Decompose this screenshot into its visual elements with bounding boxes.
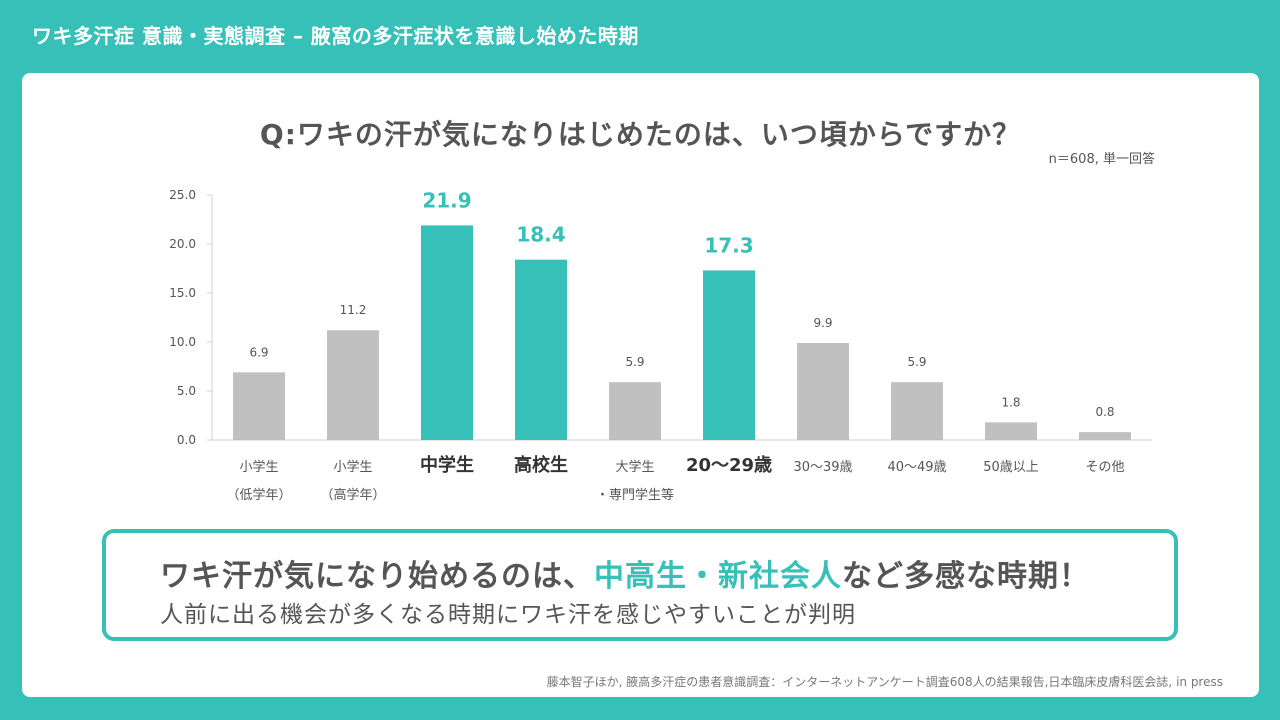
summary-subline: 人前に出る機会が多くなる時期にワキ汗を感じやすいことが判明 — [160, 602, 856, 628]
category-label: （低学年） — [226, 487, 291, 503]
summary-headline-post: など多感な時期！ — [842, 559, 1090, 594]
bar-8 — [985, 422, 1037, 440]
bar-5 — [703, 270, 755, 440]
value-label: 21.9 — [422, 188, 471, 212]
bar-4 — [609, 382, 661, 440]
value-label: 17.3 — [704, 233, 753, 257]
bar-1 — [327, 330, 379, 440]
summary-headline: ワキ汗が気になり始めるのは、中高生・新社会人など多感な時期！ — [160, 551, 1090, 595]
value-label: 11.2 — [340, 303, 367, 317]
value-label: 18.4 — [516, 223, 565, 247]
value-label: 5.9 — [907, 355, 926, 369]
category-label: 大学生 — [615, 459, 654, 475]
category-label: 小学生 — [333, 459, 372, 475]
bar-7 — [891, 382, 943, 440]
y-tick-label: 0.0 — [177, 433, 196, 447]
y-tick-label: 15.0 — [169, 286, 196, 300]
bar-9 — [1079, 432, 1131, 440]
value-label: 1.8 — [1001, 395, 1020, 409]
summary-box: ワキ汗が気になり始めるのは、中高生・新社会人など多感な時期！ 人前に出る機会が多… — [102, 529, 1178, 641]
category-label: ・専門学生等 — [596, 487, 674, 503]
bar-chart: 0.0 5.0 10.0 15.0 20.0 25.0 6.9 小学生 （低学年） 11.2 小学生… — [169, 188, 1152, 503]
category-label: （高学年） — [320, 487, 385, 503]
category-label: 40～49歳 — [887, 460, 946, 475]
page-title: ワキ多汗症 意識・実態調査 – 腋窩の多汗症状を意識し始めた時期 — [32, 24, 639, 48]
bar-0 — [233, 372, 285, 440]
value-label: 0.8 — [1095, 405, 1114, 419]
category-label: 高校生 — [514, 454, 568, 476]
y-tick-label: 10.0 — [169, 335, 196, 349]
category-label: 20～29歳 — [686, 455, 772, 476]
question-title: Q:ワキの汗が気になりはじめたのは、いつ頃からですか？ — [259, 118, 1022, 151]
value-label: 9.9 — [813, 316, 832, 330]
category-label: その他 — [1085, 460, 1124, 475]
y-tick-label: 5.0 — [177, 384, 196, 398]
source-citation: 藤本智子ほか, 腋高多汗症の患者意識調査：インターネットアンケート調査608人の… — [546, 675, 1223, 689]
bar-3 — [515, 259, 567, 440]
summary-headline-highlight: 中高生・新社会人 — [594, 559, 842, 594]
category-label: 小学生 — [239, 459, 278, 475]
content-panel: Q:ワキの汗が気になりはじめたのは、いつ頃からですか？ n＝608, 単一回答 … — [22, 73, 1259, 697]
value-label: 6.9 — [249, 345, 268, 359]
sample-note: n＝608, 単一回答 — [1048, 152, 1155, 167]
category-label: 30～39歳 — [793, 460, 852, 475]
category-label: 50歳以上 — [983, 460, 1039, 475]
y-tick-label: 20.0 — [169, 237, 196, 251]
bar-2 — [421, 225, 473, 440]
category-label: 中学生 — [420, 454, 474, 476]
bar-6 — [797, 342, 849, 440]
y-tick-label: 25.0 — [169, 188, 196, 202]
value-label: 5.9 — [625, 355, 644, 369]
summary-headline-pre: ワキ汗が気になり始めるのは、 — [160, 559, 594, 594]
